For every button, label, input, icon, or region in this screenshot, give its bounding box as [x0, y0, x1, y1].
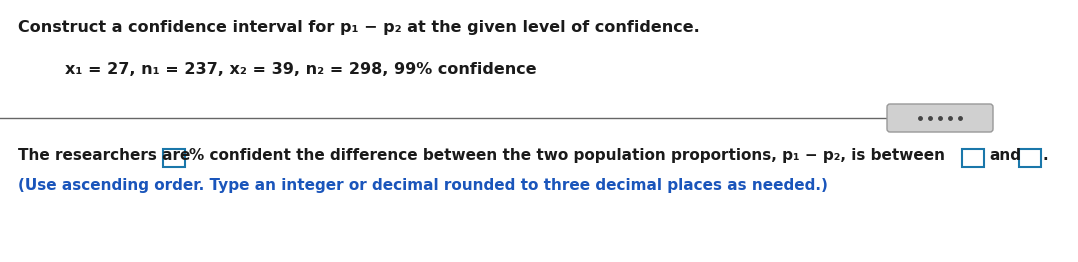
FancyBboxPatch shape: [887, 104, 993, 132]
Text: % confident the difference between the two population proportions, p₁ − p₂, is b: % confident the difference between the t…: [189, 148, 945, 163]
Bar: [962, 149, 984, 167]
Text: .: .: [1044, 148, 1049, 163]
Text: and: and: [989, 148, 1021, 163]
Text: x₁ = 27, n₁ = 237, x₂ = 39, n₂ = 298, 99% confidence: x₁ = 27, n₁ = 237, x₂ = 39, n₂ = 298, 99…: [65, 62, 537, 77]
Text: The researchers are: The researchers are: [18, 148, 195, 163]
Text: Construct a confidence interval for p₁ − p₂ at the given level of confidence.: Construct a confidence interval for p₁ −…: [18, 20, 700, 35]
Bar: [1019, 149, 1041, 167]
Text: (Use ascending order. Type an integer or decimal rounded to three decimal places: (Use ascending order. Type an integer or…: [18, 178, 828, 193]
Bar: [163, 149, 185, 167]
